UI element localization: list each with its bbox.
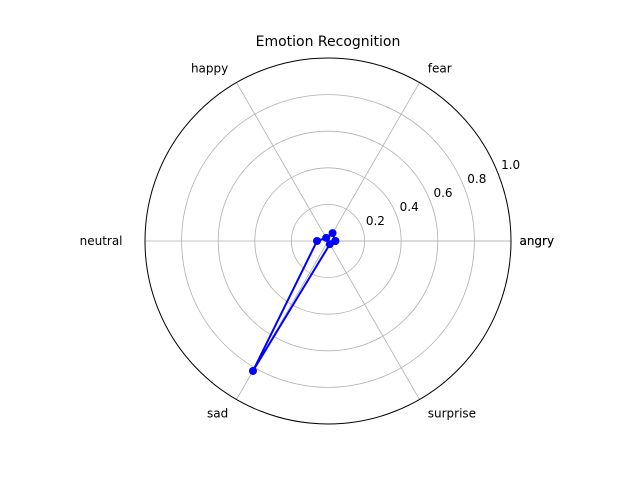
data-point xyxy=(328,229,337,238)
angular-gridline xyxy=(236,240,329,400)
angular-gridline xyxy=(327,240,420,400)
angular-gridline xyxy=(327,82,420,242)
radial-tick-label: 1.0 xyxy=(501,158,520,172)
data-point xyxy=(322,233,331,242)
data-point xyxy=(313,237,322,245)
radial-tick-label: 0.4 xyxy=(400,200,419,214)
radial-tick-label: 0.2 xyxy=(366,214,385,228)
radial-tick-label: 0.6 xyxy=(433,186,452,200)
chart-title: Emotion Recognition xyxy=(256,34,401,50)
category-label: sad xyxy=(207,407,228,421)
series-layer xyxy=(248,229,340,375)
radial-tick-label: 0.8 xyxy=(467,172,486,186)
angular-gridline xyxy=(236,82,329,242)
polar-frame xyxy=(144,57,512,425)
category-label: angry xyxy=(519,234,554,248)
data-point xyxy=(248,366,257,375)
category-label: angry xyxy=(519,234,554,248)
category-label: neutral xyxy=(80,234,123,248)
series-line xyxy=(252,231,337,372)
data-point xyxy=(331,237,340,245)
category-label: happy xyxy=(191,61,228,75)
category-label: surprise xyxy=(428,407,476,421)
category-label: fear xyxy=(428,61,452,75)
